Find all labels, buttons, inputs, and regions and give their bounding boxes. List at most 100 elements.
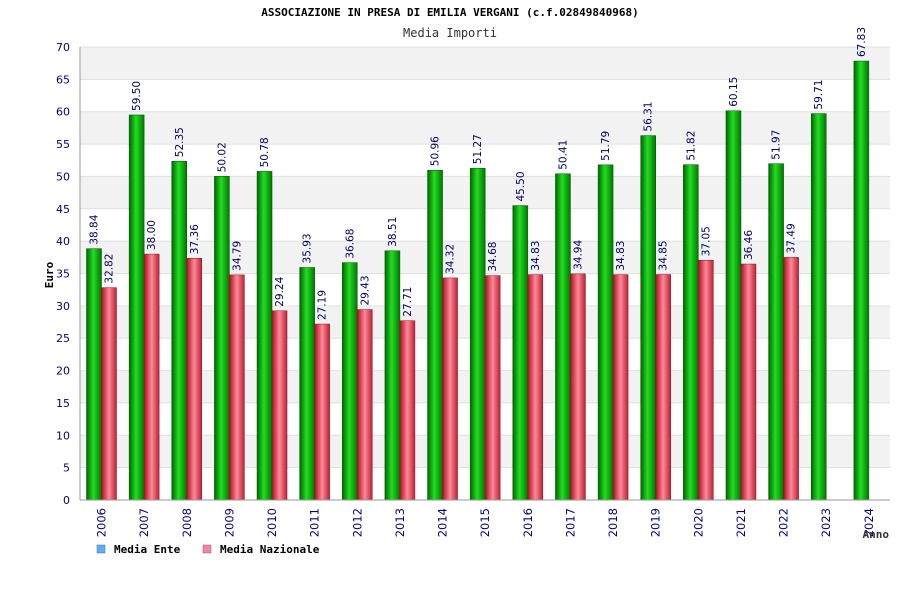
label-media-nazionale: 34.85 bbox=[658, 240, 670, 270]
bar-media-nazionale bbox=[740, 263, 757, 501]
label-media-ente: 51.27 bbox=[472, 134, 484, 164]
bar-media-nazionale bbox=[570, 273, 586, 501]
legend-label-ente: Media Ente bbox=[114, 543, 181, 556]
bar-media-ente bbox=[555, 173, 571, 501]
bar-media-ente bbox=[171, 160, 188, 501]
y-tick-label: 70 bbox=[56, 41, 70, 54]
y-tick-label: 35 bbox=[56, 268, 70, 281]
label-media-nazionale: 36.46 bbox=[743, 230, 755, 260]
chart-subtitle: Media Importi bbox=[403, 26, 497, 40]
label-media-nazionale: 34.83 bbox=[615, 241, 627, 271]
y-tick-label: 40 bbox=[56, 235, 70, 248]
bar-media-nazionale bbox=[314, 323, 330, 501]
bar-media-ente bbox=[299, 267, 315, 501]
bar-media-ente bbox=[86, 248, 102, 501]
bar-media-nazionale bbox=[698, 259, 714, 501]
y-tick-label: 65 bbox=[56, 73, 70, 86]
x-axis-ticks: 2006 2007 2008 2009 2010 2011 2012 2013 2014 2015… bbox=[95, 508, 876, 537]
bar-media-ente bbox=[384, 250, 401, 501]
x-tick-label: 2017 bbox=[563, 508, 577, 537]
x-tick-label: 2022 bbox=[777, 508, 791, 537]
label-media-nazionale: 29.43 bbox=[359, 275, 371, 305]
bar-media-ente bbox=[469, 167, 486, 501]
bar-media-ente bbox=[683, 164, 699, 501]
label-media-nazionale: 34.83 bbox=[530, 241, 542, 271]
label-media-nazionale: 34.79 bbox=[231, 241, 243, 271]
label-media-ente: 51.97 bbox=[771, 130, 783, 160]
label-media-ente: 50.96 bbox=[430, 136, 442, 166]
label-media-ente: 56.31 bbox=[643, 102, 655, 132]
label-media-ente: 51.82 bbox=[685, 131, 697, 161]
label-media-nazionale: 34.32 bbox=[445, 244, 457, 274]
y-tick-label: 60 bbox=[56, 106, 70, 119]
bar-media-nazionale bbox=[229, 274, 245, 501]
chart-title: ASSOCIAZIONE IN PRESA DI EMILIA VERGANI … bbox=[261, 6, 639, 19]
bar-media-nazionale bbox=[442, 277, 458, 501]
label-media-nazionale: 37.49 bbox=[786, 223, 798, 253]
bar-media-ente bbox=[128, 114, 145, 501]
y-tick-label: 55 bbox=[56, 138, 70, 151]
y-tick-label: 0 bbox=[63, 494, 70, 507]
bar-media-ente bbox=[810, 113, 827, 501]
y-axis-ticks: 0 5 10 15 20 25 30 35 40 45 50 55 60 65 70 bbox=[56, 41, 70, 507]
bar-media-nazionale bbox=[143, 253, 160, 501]
bar-media-nazionale bbox=[101, 287, 117, 501]
label-media-ente: 45.50 bbox=[515, 171, 527, 201]
label-media-ente: 59.71 bbox=[813, 80, 825, 110]
x-tick-label: 2020 bbox=[691, 508, 705, 537]
bar-media-ente bbox=[427, 169, 443, 501]
bar-media-ente bbox=[725, 110, 742, 501]
bar-media-ente bbox=[640, 135, 656, 501]
plot-band bbox=[80, 79, 890, 112]
bar-media-nazionale bbox=[399, 320, 416, 501]
bar-media-nazionale bbox=[655, 274, 671, 501]
x-tick-label: 2024 bbox=[862, 508, 876, 537]
x-tick-label: 2007 bbox=[137, 508, 151, 537]
x-tick-label: 2018 bbox=[606, 508, 620, 537]
y-tick-label: 5 bbox=[63, 462, 70, 475]
label-media-nazionale: 37.36 bbox=[189, 224, 201, 254]
x-tick-label: 2021 bbox=[734, 508, 748, 537]
x-axis-label: Anno bbox=[863, 528, 890, 541]
y-tick-label: 20 bbox=[56, 365, 70, 378]
x-tick-label: 2015 bbox=[478, 508, 492, 537]
x-tick-label: 2006 bbox=[95, 508, 109, 537]
bar-media-ente bbox=[342, 262, 358, 501]
bar-media-ente bbox=[768, 163, 784, 501]
label-media-ente: 35.93 bbox=[302, 233, 314, 263]
label-media-ente: 38.51 bbox=[387, 217, 399, 247]
x-tick-label: 2012 bbox=[350, 508, 364, 537]
bar-media-nazionale bbox=[783, 257, 799, 501]
legend: Media Ente Media Nazionale bbox=[96, 543, 320, 556]
bar-media-nazionale bbox=[527, 274, 544, 501]
label-media-ente: 52.35 bbox=[174, 127, 186, 157]
legend-label-nazionale: Media Nazionale bbox=[220, 543, 320, 556]
label-media-ente: 51.79 bbox=[600, 131, 612, 161]
label-media-nazionale: 27.71 bbox=[402, 287, 414, 317]
x-tick-label: 2008 bbox=[180, 508, 194, 537]
x-tick-label: 2016 bbox=[521, 508, 535, 537]
plot-band bbox=[80, 47, 890, 80]
plot-band bbox=[80, 111, 890, 145]
bar-media-nazionale bbox=[612, 274, 629, 501]
x-tick-label: 2010 bbox=[265, 508, 279, 537]
label-media-nazionale: 32.82 bbox=[104, 254, 116, 284]
label-media-nazionale: 34.68 bbox=[487, 242, 499, 272]
label-media-ente: 38.84 bbox=[89, 214, 101, 244]
x-tick-label: 2011 bbox=[308, 508, 322, 537]
label-media-nazionale: 29.24 bbox=[274, 276, 286, 306]
label-media-ente: 36.68 bbox=[344, 229, 356, 259]
legend-swatch-ente bbox=[96, 544, 106, 554]
y-tick-label: 30 bbox=[56, 300, 70, 313]
bar-media-nazionale bbox=[484, 275, 501, 501]
label-media-ente: 67.83 bbox=[856, 27, 868, 57]
label-media-nazionale: 34.94 bbox=[572, 240, 584, 270]
label-media-nazionale: 27.19 bbox=[317, 290, 329, 320]
y-tick-label: 10 bbox=[56, 429, 70, 442]
y-tick-label: 45 bbox=[56, 203, 70, 216]
y-tick-label: 25 bbox=[56, 332, 70, 345]
label-media-ente: 50.02 bbox=[216, 142, 228, 172]
bar-media-nazionale bbox=[271, 310, 288, 501]
